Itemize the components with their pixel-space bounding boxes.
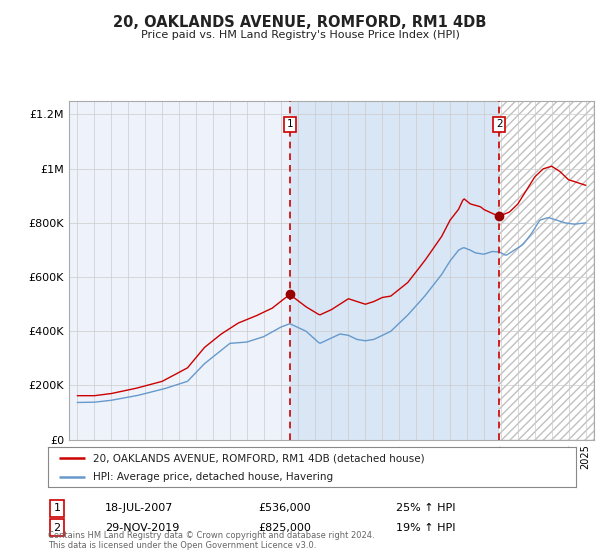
Text: 20, OAKLANDS AVENUE, ROMFORD, RM1 4DB: 20, OAKLANDS AVENUE, ROMFORD, RM1 4DB xyxy=(113,15,487,30)
Bar xyxy=(290,101,499,440)
Bar xyxy=(499,101,594,440)
Text: 25% ↑ HPI: 25% ↑ HPI xyxy=(396,503,455,514)
Text: Price paid vs. HM Land Registry's House Price Index (HPI): Price paid vs. HM Land Registry's House … xyxy=(140,30,460,40)
Text: 2: 2 xyxy=(53,522,61,533)
Text: 29-NOV-2019: 29-NOV-2019 xyxy=(105,522,179,533)
Text: £536,000: £536,000 xyxy=(258,503,311,514)
Text: 19% ↑ HPI: 19% ↑ HPI xyxy=(396,522,455,533)
Text: 1: 1 xyxy=(287,119,293,129)
Text: 1: 1 xyxy=(53,503,61,514)
Text: HPI: Average price, detached house, Havering: HPI: Average price, detached house, Have… xyxy=(93,472,333,482)
Text: 2: 2 xyxy=(496,119,503,129)
Text: 20, OAKLANDS AVENUE, ROMFORD, RM1 4DB (detached house): 20, OAKLANDS AVENUE, ROMFORD, RM1 4DB (d… xyxy=(93,453,425,463)
Text: £825,000: £825,000 xyxy=(258,522,311,533)
Bar xyxy=(499,101,594,440)
Text: Contains HM Land Registry data © Crown copyright and database right 2024.
This d: Contains HM Land Registry data © Crown c… xyxy=(48,531,374,550)
Text: 18-JUL-2007: 18-JUL-2007 xyxy=(105,503,173,514)
